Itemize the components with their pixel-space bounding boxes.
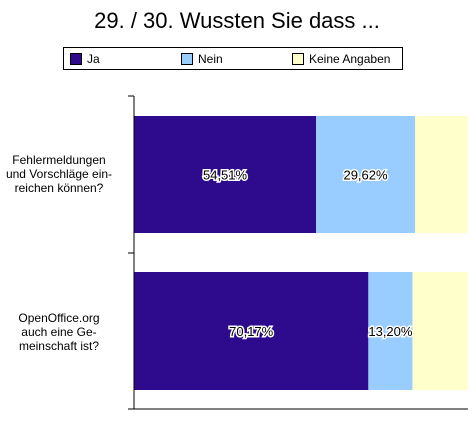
legend-swatch-nein [181, 53, 193, 65]
legend: Ja Nein Keine Angaben [63, 47, 403, 70]
bar-0-series-1 [316, 116, 415, 233]
category-label-1-line-0: OpenOffice.org [18, 311, 100, 325]
data-label-1-series-0: 70,17% [229, 324, 274, 339]
category-label-1-line-1: auch eine Ge- [21, 325, 97, 339]
legend-item-keine-angaben: Keine Angaben [292, 52, 390, 66]
bar-1-series-1 [368, 272, 413, 390]
bar-0-series-2 [414, 116, 468, 233]
data-label-1-series-1: 13,20% [368, 324, 413, 339]
legend-swatch-ja [70, 53, 82, 65]
legend-item-ja: Ja [70, 52, 100, 66]
bar-1-series-0 [134, 272, 369, 390]
data-label-0-series-0: 54,51% [203, 168, 248, 183]
category-label-1: OpenOffice.org auch eine Ge- meinschaft … [0, 311, 118, 353]
legend-item-nein: Nein [181, 52, 223, 66]
bar-1-series-2 [412, 272, 468, 390]
category-label-0: Fehlermeldungen und Vorschläge ein- reic… [0, 153, 118, 195]
data-label-0-series-1: 29,62% [343, 168, 388, 183]
bar-0-series-0 [134, 116, 317, 233]
category-label-1-line-2: meinschaft ist? [18, 339, 100, 353]
category-label-0-line-2: reichen können? [14, 181, 104, 195]
legend-label-keine-angaben: Keine Angaben [309, 52, 391, 66]
category-label-0-line-0: Fehlermeldungen [12, 153, 106, 167]
legend-swatch-keine-angaben [292, 53, 304, 65]
category-label-0-line-1: und Vorschläge ein- [5, 167, 113, 181]
chart-title: 29. / 30. Wussten Sie dass ... [94, 8, 380, 33]
legend-label-ja: Ja [87, 52, 100, 66]
legend-label-nein: Nein [198, 52, 223, 66]
